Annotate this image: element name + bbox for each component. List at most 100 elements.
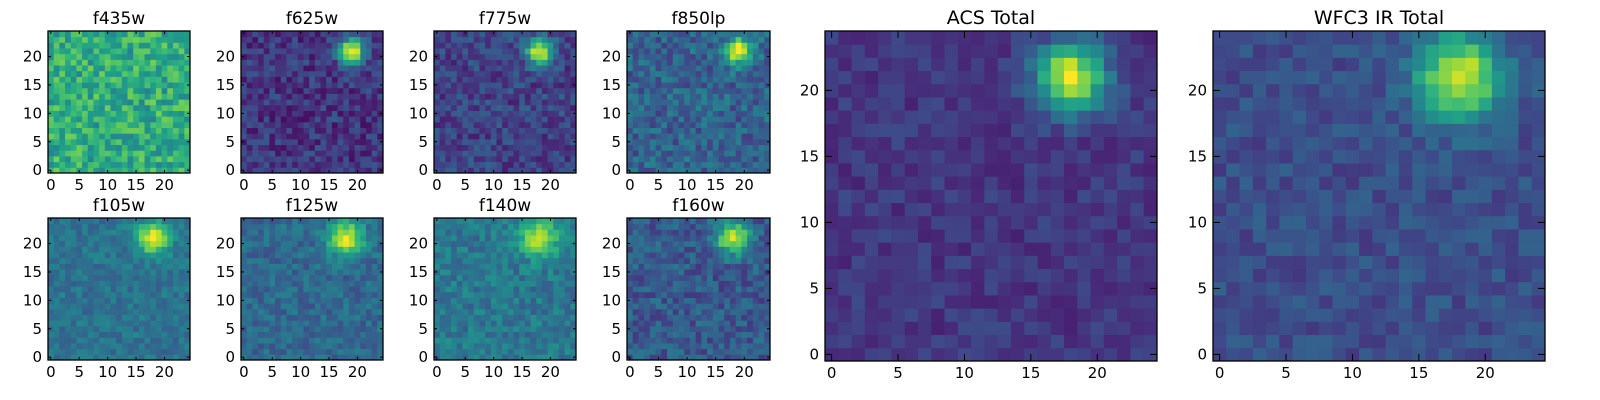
heatmap-cell [724, 331, 731, 338]
heatmap-cell [468, 155, 475, 163]
heatmap-cell [99, 348, 106, 355]
heatmap-cell [655, 303, 662, 310]
heatmap-cell [684, 65, 691, 72]
heatmap-cell [570, 308, 577, 316]
heatmap-cell [530, 59, 537, 66]
heatmap-cell [627, 291, 634, 298]
heatmap-cell [632, 104, 639, 111]
heatmap-cell [110, 308, 117, 316]
heatmap-cell [116, 116, 123, 123]
y-tick-label: 15 [216, 263, 235, 281]
heatmap-cell [155, 127, 163, 134]
heatmap-cell [178, 93, 185, 100]
heatmap-cell [365, 337, 373, 344]
heatmap-cell [127, 314, 134, 321]
heatmap-cell [644, 308, 651, 316]
heatmap-cell [456, 155, 463, 163]
heatmap-cell [439, 144, 446, 151]
heatmap-cell [172, 144, 180, 151]
heatmap-cell [155, 121, 163, 129]
heatmap-cell [536, 110, 543, 117]
heatmap-cell [138, 342, 146, 350]
heatmap-cell [553, 269, 560, 276]
heatmap-cell [439, 337, 446, 344]
heatmap-cell [570, 104, 577, 111]
heatmap-cell [82, 263, 89, 270]
heatmap-cell [93, 110, 100, 117]
heatmap-cell [286, 59, 293, 66]
heatmap-cell [729, 280, 737, 287]
heatmap-cell [678, 42, 685, 49]
heatmap-cell [632, 59, 639, 66]
heatmap-cell [570, 257, 577, 264]
heatmap-cell [473, 263, 480, 270]
heatmap-cell [365, 53, 373, 60]
heatmap-cell [667, 121, 674, 129]
heatmap-cell [490, 104, 497, 111]
heatmap-cell [59, 354, 66, 361]
heatmap-cell [451, 82, 458, 89]
heatmap-cell [343, 303, 350, 310]
heatmap-cell [331, 297, 339, 304]
heatmap-cell [752, 116, 760, 123]
heatmap-cell [564, 280, 571, 287]
heatmap-cell [241, 331, 248, 338]
heatmap-cell [473, 274, 480, 281]
heatmap-cell [275, 53, 282, 60]
heatmap-cell [439, 31, 446, 38]
heatmap-cell [246, 331, 253, 338]
heatmap-cell [348, 263, 356, 270]
heatmap-cell [144, 110, 151, 117]
heatmap-cell [155, 320, 163, 327]
heatmap-cell [343, 246, 350, 253]
heatmap-cell [701, 133, 708, 140]
heatmap-cell [167, 82, 174, 89]
heatmap-cell [82, 308, 89, 316]
heatmap-cell [570, 331, 577, 338]
heatmap-cell [70, 76, 77, 83]
heatmap-cell [547, 320, 554, 327]
heatmap-cell [371, 223, 378, 230]
heatmap-cell [155, 240, 163, 247]
heatmap-cell [564, 257, 571, 264]
heatmap-cell [649, 150, 657, 157]
heatmap-cell [331, 161, 339, 168]
heatmap-cell [638, 138, 645, 146]
heatmap-cell [439, 280, 446, 287]
heatmap-cell [178, 121, 185, 129]
heatmap-cell [377, 348, 384, 355]
heatmap-cell [331, 286, 339, 293]
heatmap-cell [360, 246, 367, 253]
heatmap-cell [496, 87, 503, 94]
heatmap-cell [758, 99, 765, 106]
heatmap-cell [707, 331, 714, 338]
heatmap-cell [87, 291, 94, 298]
heatmap-cell [70, 133, 77, 140]
heatmap-cell [490, 121, 497, 129]
heatmap-cell [252, 252, 259, 259]
heatmap-cell [116, 320, 123, 327]
heatmap-cell [507, 286, 514, 293]
heatmap-cell [184, 76, 191, 83]
heatmap-cell [513, 42, 520, 49]
heatmap-cell [138, 320, 146, 327]
heatmap-cell [360, 167, 367, 174]
heatmap-cell [280, 144, 287, 151]
heatmap-cell [747, 337, 754, 344]
heatmap-cell [178, 257, 185, 264]
heatmap-cell [741, 133, 748, 140]
heatmap-cell [286, 240, 293, 247]
heatmap-cell [678, 116, 685, 123]
heatmap-cell [133, 297, 140, 304]
heatmap-cell [456, 252, 463, 259]
heatmap-cell [502, 308, 509, 316]
heatmap-cell [110, 121, 117, 129]
heatmap-cell [252, 286, 259, 293]
heatmap-cell [292, 82, 299, 89]
heatmap-cell [462, 274, 469, 281]
heatmap-cell [337, 354, 344, 361]
heatmap-cell [553, 286, 560, 293]
heatmap-cell [133, 138, 140, 146]
heatmap-cell [70, 286, 77, 293]
y-tick-label: 20 [23, 235, 42, 253]
